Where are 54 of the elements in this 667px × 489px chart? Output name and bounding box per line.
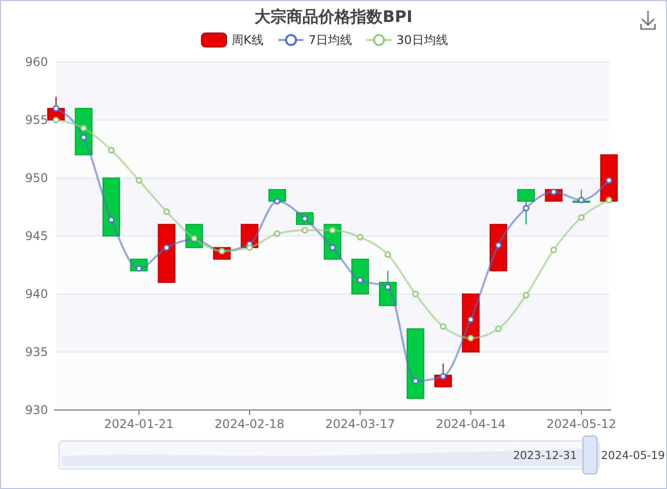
legend-label: 30日均线: [396, 33, 448, 48]
point: [80, 134, 87, 141]
x-tick-label: 2024-04-14: [436, 417, 506, 431]
legend-label: 周K线: [232, 33, 264, 48]
point: [246, 244, 253, 251]
point: [52, 116, 60, 124]
point: [412, 290, 419, 298]
point: [522, 204, 530, 212]
text: 2023-12-31: [513, 448, 577, 462]
y-tick-label: 930: [25, 403, 48, 418]
point: [302, 226, 308, 234]
point: [468, 316, 474, 323]
point: [274, 198, 280, 204]
point: [80, 124, 87, 132]
point: [108, 146, 115, 154]
x-tick-label: 2024-03-17: [325, 417, 396, 431]
y-tick-label: 935: [25, 345, 48, 360]
y-tick-label: 955: [25, 113, 48, 128]
x-tick-label: 2024-01-21: [104, 417, 174, 431]
point: [163, 208, 170, 215]
point: [384, 251, 392, 258]
candlestick: [379, 270, 397, 306]
x-tick-label: 2024-02-18: [214, 417, 284, 431]
point: [356, 234, 364, 240]
y-tick-label: 950: [25, 171, 48, 186]
point: [136, 177, 142, 184]
point: [329, 244, 336, 251]
point: [440, 323, 446, 330]
point: [356, 276, 364, 284]
point: [495, 242, 502, 249]
point: [578, 214, 585, 221]
point: [495, 326, 502, 332]
chart-title: 大宗商品价格指数BPI: [254, 7, 412, 26]
y-tick-label: 960: [25, 55, 48, 70]
x-tick-label: 2024-05-12: [546, 417, 616, 431]
y-tick-label: 940: [25, 287, 48, 302]
point: [468, 334, 474, 342]
point: [578, 196, 585, 204]
candlestick: [517, 189, 535, 225]
point: [329, 226, 336, 234]
point: [52, 105, 60, 112]
point: [440, 373, 446, 380]
point: [384, 284, 392, 290]
point: [412, 378, 419, 384]
point: [163, 244, 170, 251]
point: [606, 196, 612, 204]
point: [550, 246, 557, 254]
point: [108, 216, 115, 224]
text: 2024-05-19: [601, 448, 665, 462]
legend-label: 7日均线: [308, 33, 352, 48]
y-tick-label: 945: [25, 229, 48, 244]
point: [606, 177, 612, 184]
point: [274, 230, 280, 237]
point: [522, 292, 530, 298]
